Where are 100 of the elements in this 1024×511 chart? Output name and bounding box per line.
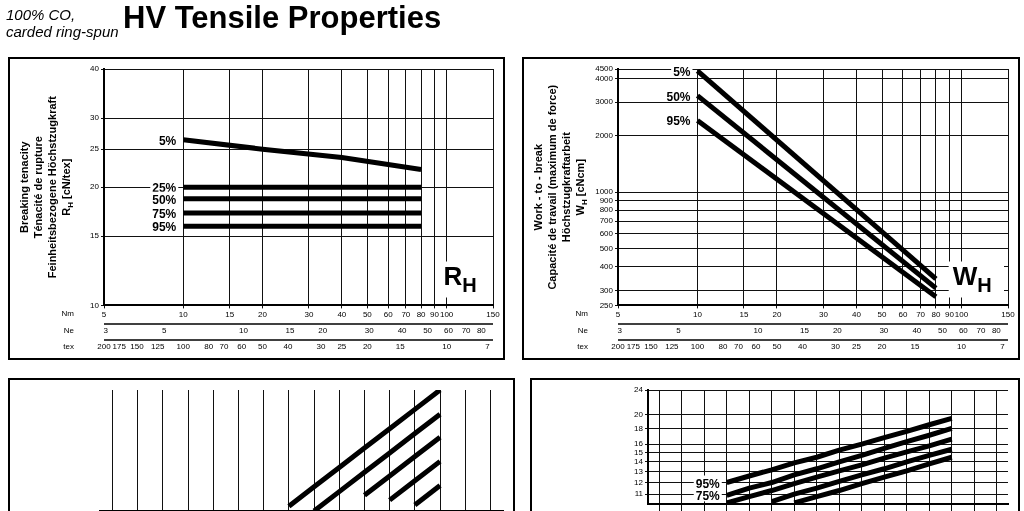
text: 125: [665, 342, 680, 351]
text: 175: [626, 342, 641, 351]
series-label: 5%: [673, 64, 691, 79]
y-tick-label: 15: [634, 447, 644, 457]
x-tick-label: 80: [416, 310, 427, 320]
text: 10: [442, 342, 452, 351]
text: 50: [423, 326, 433, 335]
y-tick-label: 600: [599, 229, 614, 238]
text: 70: [219, 342, 230, 351]
text: 60: [237, 342, 247, 351]
text: 80: [991, 326, 1002, 335]
series-label: 5%: [158, 133, 177, 148]
text: 60: [958, 326, 969, 335]
text: 40: [912, 326, 922, 335]
x-tick-label: 5: [101, 310, 107, 320]
text: 15: [799, 326, 810, 335]
chart-subtitle: 100% CO, carded ring-spun: [6, 6, 120, 40]
y-tick-label: 700: [599, 216, 614, 226]
text: tex: [577, 342, 588, 351]
x-tick-label: 30: [819, 310, 829, 320]
text: 20: [362, 342, 373, 351]
text: 15: [395, 342, 406, 351]
text: 80: [204, 342, 214, 351]
x-tick-label: 70: [401, 310, 411, 320]
text: 25: [337, 342, 347, 351]
y-tick-label: 40: [90, 64, 100, 74]
y-tick-label: 2000: [595, 130, 614, 140]
text: 20: [832, 326, 843, 335]
text: 70: [976, 326, 987, 335]
text: 30: [879, 326, 889, 335]
y-tick-label: 250: [599, 300, 614, 310]
y-tick-label: 300: [599, 285, 614, 295]
x-tick-label: 10: [178, 310, 189, 320]
text: 150: [130, 342, 145, 351]
text: 60: [751, 342, 762, 351]
text: 200: [611, 342, 626, 351]
x-tick-label: 5: [615, 310, 621, 320]
text: 10: [239, 326, 249, 335]
text: 80: [718, 342, 729, 351]
text: Ne: [577, 326, 589, 335]
y-tick-label: 25: [90, 144, 100, 154]
text: 80: [476, 326, 487, 335]
x-axis-title: Nm: [61, 309, 75, 319]
x-tick-label: 50: [362, 310, 373, 320]
x-tick-label: 10: [693, 310, 703, 320]
text: 60: [444, 326, 454, 335]
text: 70: [733, 342, 744, 351]
text: 3: [103, 326, 109, 335]
text: 200: [97, 342, 112, 351]
y-tick-label: 18: [634, 423, 644, 433]
text: 40: [283, 342, 294, 351]
text: tex: [63, 342, 74, 351]
x-tick-label: 100: [439, 310, 454, 320]
text: 50: [772, 342, 782, 351]
x-tick-label: 60: [383, 310, 394, 320]
text: Ne: [63, 326, 75, 335]
y-tick-label: 30: [90, 113, 100, 123]
series-label: 95%: [666, 114, 691, 129]
text: 5: [676, 326, 682, 335]
series-label: 95%: [695, 476, 721, 491]
text: 7: [1000, 342, 1006, 351]
x-tick-label: 80: [931, 310, 941, 320]
text: 15: [910, 342, 921, 351]
series-label: 75%: [152, 206, 177, 221]
series-label: 75%: [695, 489, 721, 504]
text: 175: [112, 342, 127, 351]
text: 50: [937, 326, 948, 335]
y-tick-label: 15: [90, 231, 100, 241]
y-tick-label: 20: [90, 182, 100, 192]
y-tick-label: 20: [634, 409, 644, 419]
x-tick-label: 40: [337, 310, 347, 320]
y-tick-label: 3000: [595, 97, 614, 107]
series-label: 50%: [666, 89, 691, 104]
y-tick-label: 800: [599, 205, 614, 215]
text: 125: [151, 342, 165, 351]
x-axis-title: Nm: [575, 309, 589, 319]
text: 7: [485, 342, 491, 351]
text: 5: [162, 326, 168, 335]
y-tick-label: 500: [599, 243, 614, 253]
x-tick-label: 15: [225, 310, 235, 320]
x-tick-label: 90: [944, 310, 955, 320]
text: 3: [617, 326, 623, 335]
x-tick-label: 100: [954, 310, 969, 320]
x-tick-label: 40: [851, 310, 862, 320]
y-tick-label: 900: [599, 195, 614, 205]
y-tick-label: 11: [634, 489, 644, 499]
x-tick-label: 150: [486, 310, 501, 320]
text: 40: [397, 326, 408, 335]
y-tick-label: 12: [634, 477, 644, 487]
x-tick-label: 20: [258, 310, 268, 320]
text: 10: [753, 326, 763, 335]
y-tick-label: 10: [90, 300, 100, 310]
text: 100: [176, 342, 191, 351]
y-tick-label: 13: [634, 467, 644, 477]
y-tick-label: 4000: [595, 73, 614, 83]
x-tick-label: 60: [898, 310, 908, 320]
series-label: 95%: [152, 220, 177, 235]
text: 100: [690, 342, 705, 351]
text: 30: [364, 326, 375, 335]
series-label: 25%: [152, 181, 177, 196]
